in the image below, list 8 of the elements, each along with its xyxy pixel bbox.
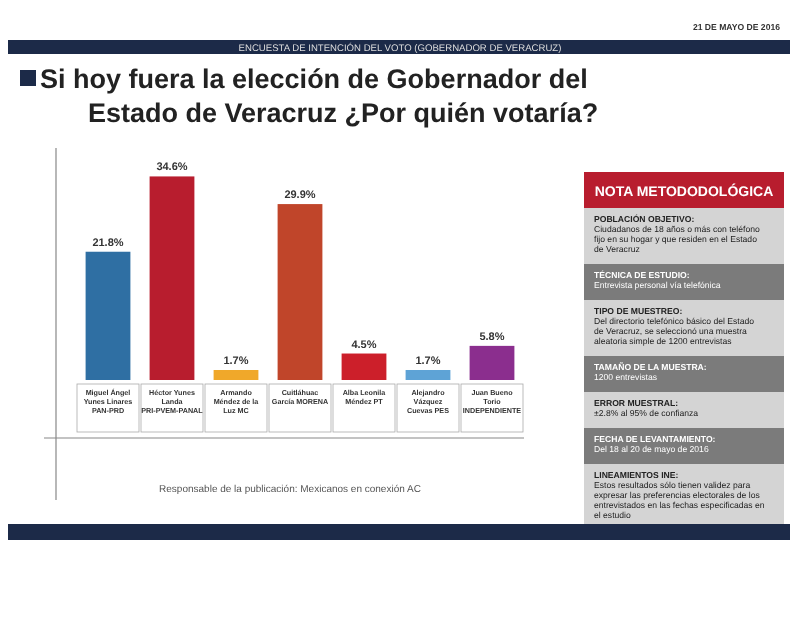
bar [213,370,259,380]
bar [469,345,515,380]
chart-title: Si hoy fuera la elección de Gobernador del Estado de Veracruz ¿Por quién votaría? [40,64,599,128]
bar [149,176,195,380]
bar [277,204,323,380]
bar [85,251,131,380]
bar [341,353,387,380]
bar [405,370,451,380]
